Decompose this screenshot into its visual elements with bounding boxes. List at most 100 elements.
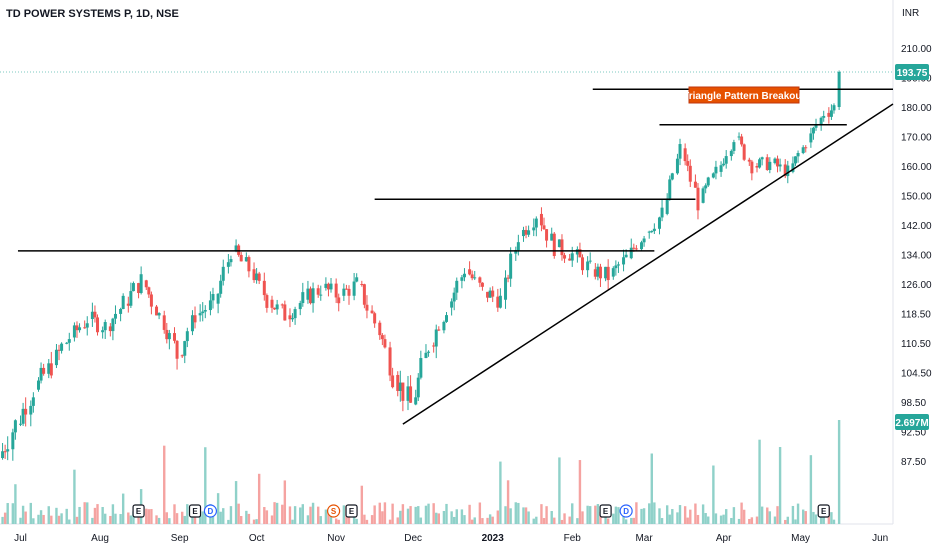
candle-body bbox=[796, 153, 800, 157]
volume-bar bbox=[360, 485, 364, 524]
candle-body bbox=[550, 233, 554, 241]
volume-bar bbox=[791, 505, 795, 524]
volume-bar bbox=[342, 505, 346, 524]
candle-body bbox=[811, 127, 815, 134]
candle-body bbox=[776, 158, 780, 167]
volume-bar bbox=[388, 519, 392, 524]
volume-bar bbox=[778, 446, 782, 524]
candle-body bbox=[193, 315, 197, 323]
volume-bar bbox=[686, 517, 689, 524]
volume-bar bbox=[147, 509, 151, 524]
candle-body bbox=[201, 311, 205, 314]
candle-body bbox=[786, 165, 790, 177]
volume-bar bbox=[198, 515, 202, 524]
candle-body bbox=[491, 290, 495, 297]
volume-bar bbox=[822, 514, 825, 524]
volume-bar bbox=[186, 504, 189, 524]
candle-body bbox=[65, 342, 69, 344]
volume-bar bbox=[78, 506, 81, 524]
last-price-tag bbox=[895, 63, 929, 80]
volume-bar bbox=[111, 504, 115, 524]
candle-body bbox=[247, 257, 251, 272]
volume-bar bbox=[316, 506, 320, 524]
volume-bar bbox=[193, 513, 197, 524]
event-marker bbox=[599, 504, 612, 518]
volume-bar bbox=[191, 517, 194, 524]
volume-bar bbox=[640, 508, 643, 524]
candle-body bbox=[391, 375, 395, 388]
candle-body bbox=[632, 247, 636, 249]
candle-body bbox=[67, 339, 71, 343]
volume-bar bbox=[155, 515, 158, 524]
candle-body bbox=[144, 280, 148, 288]
volume-bar bbox=[373, 505, 376, 524]
volume-bar bbox=[506, 480, 510, 524]
candle-body bbox=[21, 408, 25, 424]
volume-bar bbox=[419, 517, 423, 524]
candle-body bbox=[462, 273, 466, 278]
x-tick-label: Apr bbox=[716, 533, 732, 544]
candle-body bbox=[416, 377, 420, 398]
volume-bar bbox=[293, 506, 297, 524]
volume-bar bbox=[766, 507, 769, 524]
candle-body bbox=[534, 218, 538, 228]
candle-body bbox=[427, 351, 431, 353]
volume-bar bbox=[748, 518, 751, 524]
candle-body bbox=[755, 166, 759, 168]
volume-bar bbox=[417, 506, 420, 524]
candle-body bbox=[468, 269, 472, 275]
volume-bar bbox=[514, 502, 517, 524]
candle-body bbox=[701, 188, 705, 203]
event-marker-label: E bbox=[192, 507, 198, 516]
candle-body bbox=[593, 269, 597, 277]
y-tick-label: 92.50 bbox=[901, 428, 926, 439]
volume-bar bbox=[665, 505, 669, 524]
candle-body bbox=[711, 173, 715, 178]
candle-body bbox=[675, 158, 679, 174]
volume-bar bbox=[630, 517, 633, 524]
candle-body bbox=[424, 352, 428, 359]
volume-bar bbox=[455, 509, 458, 524]
volume-bar bbox=[612, 513, 615, 524]
candles bbox=[1, 70, 841, 461]
x-tick-label: May bbox=[791, 533, 810, 544]
candle-body bbox=[319, 294, 323, 296]
volume-bar bbox=[237, 503, 240, 524]
volume-bar bbox=[599, 511, 602, 524]
candle-body bbox=[516, 242, 520, 251]
volume-bar bbox=[19, 517, 22, 524]
candle-body bbox=[614, 265, 618, 269]
volume-bar bbox=[121, 493, 125, 524]
candle-body bbox=[527, 230, 531, 235]
volume-bar bbox=[370, 515, 374, 524]
volume-bar bbox=[473, 517, 476, 524]
volume-bar bbox=[468, 504, 471, 524]
volume-bar bbox=[263, 507, 266, 524]
volume-bar bbox=[450, 511, 453, 524]
annotation-box bbox=[688, 86, 800, 104]
candle-body bbox=[3, 451, 7, 453]
candle-body bbox=[452, 292, 456, 302]
candle-body bbox=[149, 294, 153, 307]
volume-bar bbox=[240, 516, 243, 524]
candle-body bbox=[126, 303, 130, 306]
candle-body bbox=[219, 280, 223, 294]
volume-bar bbox=[109, 515, 112, 524]
volume-bar bbox=[478, 502, 482, 524]
candle-body bbox=[93, 311, 97, 318]
candle-body bbox=[378, 322, 382, 336]
candle-body bbox=[568, 258, 572, 261]
candle-body bbox=[283, 304, 287, 321]
volume-bar bbox=[21, 505, 25, 524]
volume-bar bbox=[355, 518, 358, 524]
candle-body bbox=[108, 326, 112, 332]
candle-body bbox=[542, 225, 546, 230]
volume-bar bbox=[29, 502, 32, 524]
volume-bar bbox=[127, 512, 130, 524]
candle-body bbox=[275, 304, 279, 310]
candle-body bbox=[442, 321, 446, 331]
candle-body bbox=[809, 133, 813, 143]
volume-bar bbox=[812, 511, 815, 524]
volume-bar bbox=[796, 503, 800, 524]
